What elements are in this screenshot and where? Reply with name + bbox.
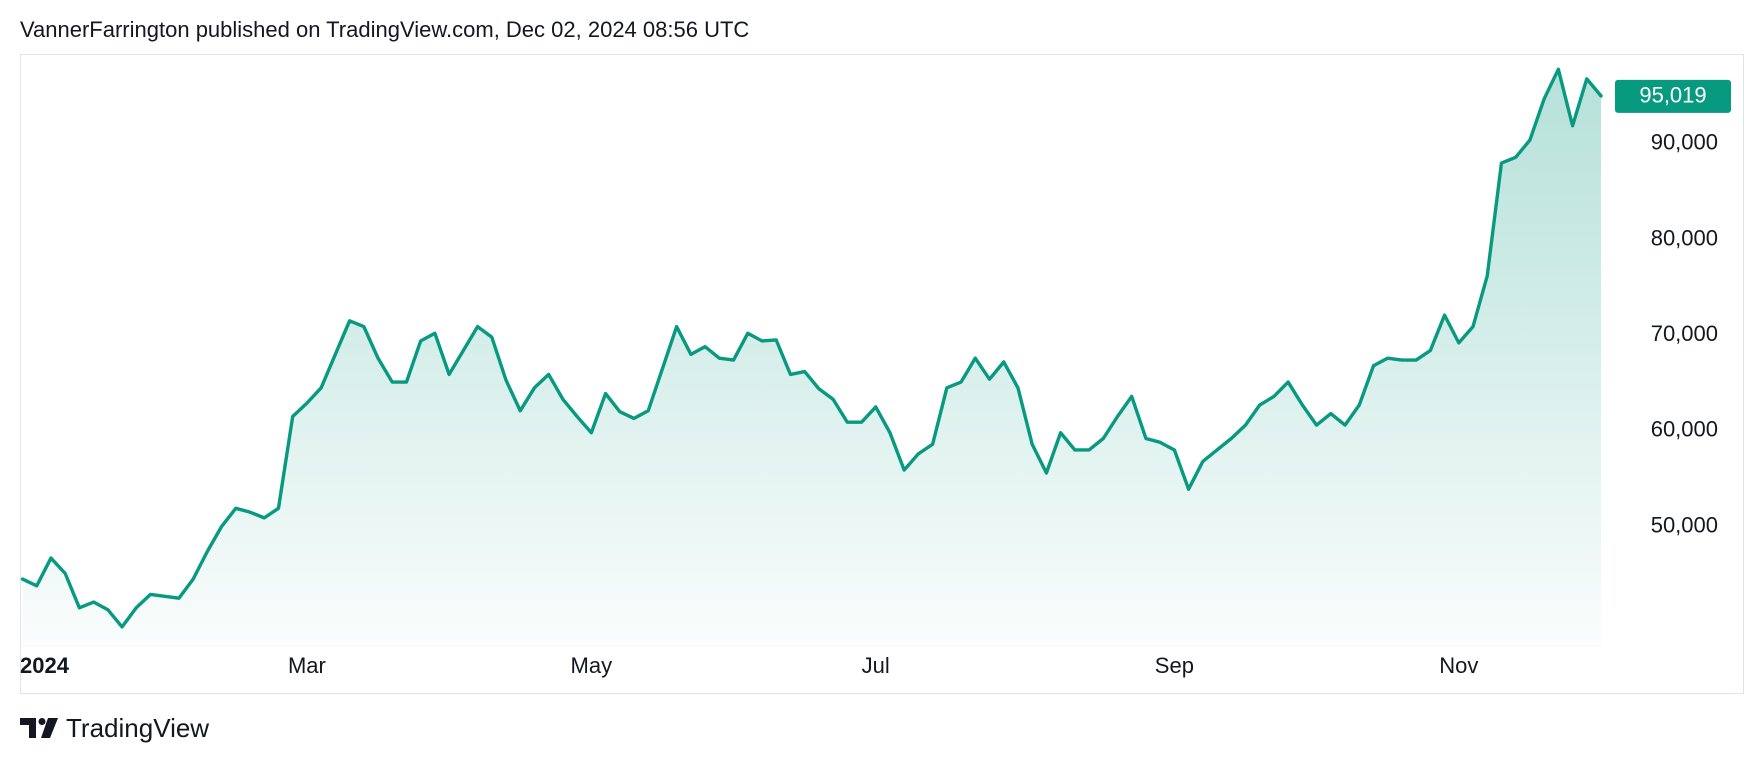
x-tick-label: Mar <box>288 653 326 678</box>
x-tick-label: 2024 <box>20 653 70 678</box>
area-fill <box>22 69 1601 648</box>
brand-logo <box>20 718 58 738</box>
last-price-badge <box>1615 79 1731 113</box>
x-tick-label: May <box>571 653 613 678</box>
price-line <box>20 67 1603 629</box>
x-tick-label: Nov <box>1439 653 1478 678</box>
chart-frame <box>20 54 1744 694</box>
plot-area: 50,000 60,000 70,000 80,000 90,000 2024 Mar May… <box>20 67 1731 678</box>
y-tick-label: 70,000 <box>1651 321 1718 346</box>
y-tick-label: 90,000 <box>1651 130 1718 155</box>
y-tick-label: 50,000 <box>1651 512 1718 537</box>
last-price-label: 95,019 <box>1639 83 1706 108</box>
chart-title: VannerFarrington published on TradingVie… <box>20 17 749 42</box>
brand-name: TradingView <box>66 713 209 743</box>
x-tick-label: Jul <box>862 653 890 678</box>
y-tick-label: 60,000 <box>1651 417 1718 442</box>
y-tick-label: 80,000 <box>1651 225 1718 250</box>
x-tick-label: Sep <box>1155 653 1194 678</box>
